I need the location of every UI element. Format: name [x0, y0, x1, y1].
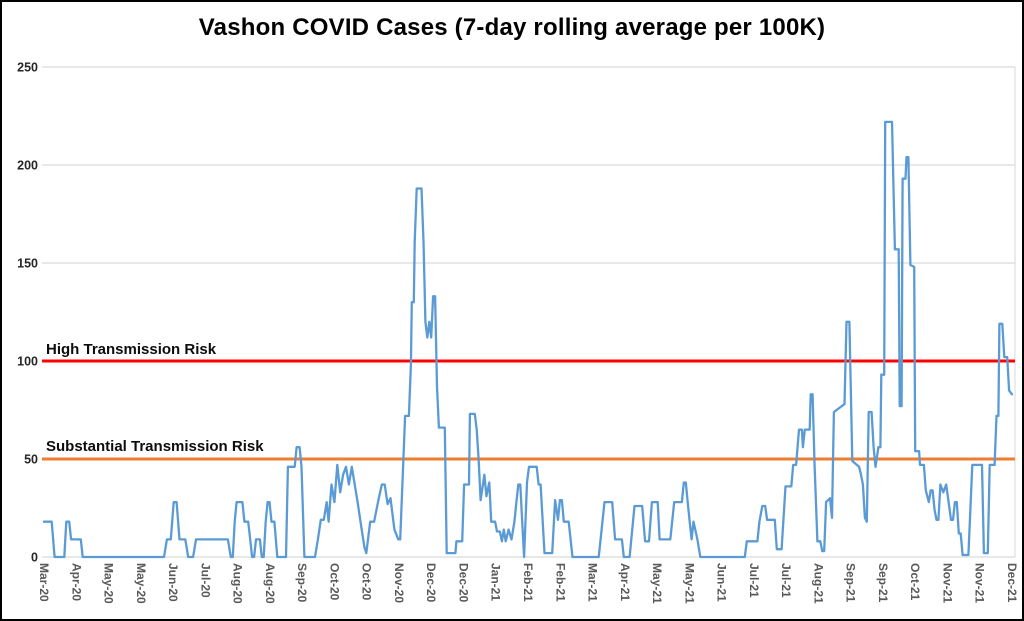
- x-tick-label-18: Apr-21: [618, 563, 632, 601]
- x-tick-label-12: Dec-20: [424, 563, 438, 603]
- x-tick-label-27: Oct-21: [908, 563, 922, 601]
- x-tick-label-15: Feb-21: [521, 563, 535, 602]
- x-tick-label-4: Jun-20: [166, 563, 180, 602]
- y-tick-label-250: 250: [17, 61, 38, 75]
- x-tick-label-11: Nov-20: [392, 563, 406, 603]
- x-tick-label-26: Sep-21: [876, 563, 890, 603]
- x-tick-label-17: Mar-21: [586, 563, 600, 602]
- x-tick-label-2: May-20: [102, 563, 116, 604]
- y-tick-label-200: 200: [17, 159, 38, 173]
- chart-title: Vashon COVID Cases (7-day rolling averag…: [198, 14, 826, 41]
- x-tick-label-20: May-21: [682, 563, 696, 604]
- x-tick-label-5: Jul-20: [198, 563, 212, 598]
- y-tick-label-50: 50: [24, 453, 38, 467]
- x-tick-label-24: Aug-21: [811, 563, 825, 604]
- x-tick-label-29: Nov-21: [973, 563, 987, 603]
- y-tick-label-150: 150: [17, 257, 38, 271]
- x-tick-label-23: Jul-21: [779, 563, 793, 598]
- substantial-transmission-risk-label: Substantial Transmission Risk: [46, 438, 264, 455]
- x-tick-label-13: Dec-20: [456, 563, 470, 603]
- x-tick-label-9: Oct-20: [327, 563, 341, 601]
- series-line-0: [42, 120, 1014, 559]
- x-tick-label-10: Oct-20: [360, 563, 374, 601]
- x-tick-label-1: Apr-20: [69, 563, 83, 601]
- y-tick-label-0: 0: [31, 551, 38, 565]
- x-tick-label-30: Dec-21: [1005, 563, 1019, 603]
- x-tick-label-21: Jun-21: [715, 563, 729, 602]
- x-tick-label-0: Mar-20: [37, 563, 51, 602]
- x-tick-label-16: Feb-21: [553, 563, 567, 602]
- x-tick-label-25: Sep-21: [844, 563, 858, 603]
- x-tick-label-3: May-20: [134, 563, 148, 604]
- high-transmission-risk-label: High Transmission Risk: [46, 341, 217, 358]
- x-tick-label-14: Jan-21: [489, 563, 503, 601]
- x-tick-label-7: Aug-20: [263, 563, 277, 604]
- x-tick-label-19: May-21: [650, 563, 664, 604]
- x-tick-label-28: Nov-21: [940, 563, 954, 603]
- x-tick-label-6: Aug-20: [231, 563, 245, 604]
- y-tick-label-100: 100: [17, 355, 38, 369]
- x-tick-label-22: Jul-21: [747, 563, 761, 598]
- x-tick-label-8: Sep-20: [295, 563, 309, 603]
